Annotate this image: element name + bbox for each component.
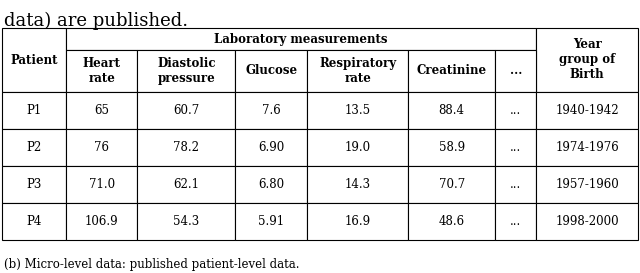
Bar — [138, 203, 236, 240]
Text: 48.6: 48.6 — [438, 215, 465, 228]
Text: Heart
rate: Heart rate — [83, 57, 121, 85]
Text: 7.6: 7.6 — [262, 104, 280, 117]
Bar — [536, 129, 638, 166]
Text: Respiratory
rate: Respiratory rate — [319, 57, 396, 85]
Text: 5.91: 5.91 — [258, 215, 284, 228]
Text: P3: P3 — [26, 178, 42, 191]
Text: 88.4: 88.4 — [438, 104, 465, 117]
Text: 16.9: 16.9 — [344, 215, 371, 228]
Bar — [66, 50, 138, 92]
Text: 106.9: 106.9 — [85, 215, 118, 228]
Bar — [408, 92, 495, 129]
Bar — [536, 28, 638, 92]
Text: 58.9: 58.9 — [438, 141, 465, 154]
Bar — [66, 92, 138, 129]
Bar — [536, 203, 638, 240]
Text: 54.3: 54.3 — [173, 215, 200, 228]
Bar — [495, 50, 536, 92]
Text: ...: ... — [510, 215, 522, 228]
Text: Glucose: Glucose — [245, 64, 297, 78]
Text: ...: ... — [510, 178, 522, 191]
Bar — [408, 166, 495, 203]
Text: Creatinine: Creatinine — [417, 64, 487, 78]
Text: P1: P1 — [26, 104, 42, 117]
Text: Year
group of
Birth: Year group of Birth — [559, 38, 615, 82]
Text: 60.7: 60.7 — [173, 104, 200, 117]
Text: ...: ... — [510, 104, 522, 117]
Text: data) are published.: data) are published. — [4, 12, 188, 30]
Bar — [307, 92, 408, 129]
Text: Diastolic
pressure: Diastolic pressure — [157, 57, 216, 85]
Text: 76: 76 — [94, 141, 109, 154]
Text: P2: P2 — [26, 141, 42, 154]
Bar — [2, 166, 66, 203]
Bar — [495, 166, 536, 203]
Text: 62.1: 62.1 — [173, 178, 200, 191]
Bar — [408, 129, 495, 166]
Bar — [495, 92, 536, 129]
Text: ...: ... — [509, 64, 522, 78]
Bar — [138, 92, 236, 129]
Text: 13.5: 13.5 — [344, 104, 371, 117]
Bar — [307, 166, 408, 203]
Bar — [536, 166, 638, 203]
Bar — [66, 28, 536, 50]
Bar — [66, 203, 138, 240]
Bar — [66, 129, 138, 166]
Bar — [236, 129, 307, 166]
Bar — [138, 129, 236, 166]
Bar — [236, 92, 307, 129]
Bar — [408, 203, 495, 240]
Text: 6.80: 6.80 — [258, 178, 284, 191]
Bar — [408, 50, 495, 92]
Bar — [66, 166, 138, 203]
Text: 1957-1960: 1957-1960 — [556, 178, 619, 191]
Text: 14.3: 14.3 — [344, 178, 371, 191]
Text: (b) Micro-level data: published patient-level data.: (b) Micro-level data: published patient-… — [4, 258, 300, 271]
Text: 19.0: 19.0 — [344, 141, 371, 154]
Bar — [236, 50, 307, 92]
Bar — [2, 203, 66, 240]
Text: 65: 65 — [94, 104, 109, 117]
Bar — [236, 166, 307, 203]
Text: 71.0: 71.0 — [89, 178, 115, 191]
Text: 1974-1976: 1974-1976 — [556, 141, 619, 154]
Bar — [495, 129, 536, 166]
Text: Laboratory measurements: Laboratory measurements — [214, 32, 388, 46]
Bar — [138, 166, 236, 203]
Bar — [236, 203, 307, 240]
Text: 1998-2000: 1998-2000 — [556, 215, 619, 228]
Bar — [495, 203, 536, 240]
Bar — [2, 92, 66, 129]
Bar — [138, 50, 236, 92]
Text: 6.90: 6.90 — [258, 141, 284, 154]
Text: 78.2: 78.2 — [173, 141, 200, 154]
Bar — [2, 129, 66, 166]
Bar — [307, 129, 408, 166]
Bar — [307, 50, 408, 92]
Text: 70.7: 70.7 — [438, 178, 465, 191]
Text: Patient: Patient — [10, 54, 58, 67]
Text: 1940-1942: 1940-1942 — [556, 104, 619, 117]
Bar — [307, 203, 408, 240]
Text: ...: ... — [510, 141, 522, 154]
Text: P4: P4 — [26, 215, 42, 228]
Bar — [536, 92, 638, 129]
Bar — [2, 28, 66, 92]
